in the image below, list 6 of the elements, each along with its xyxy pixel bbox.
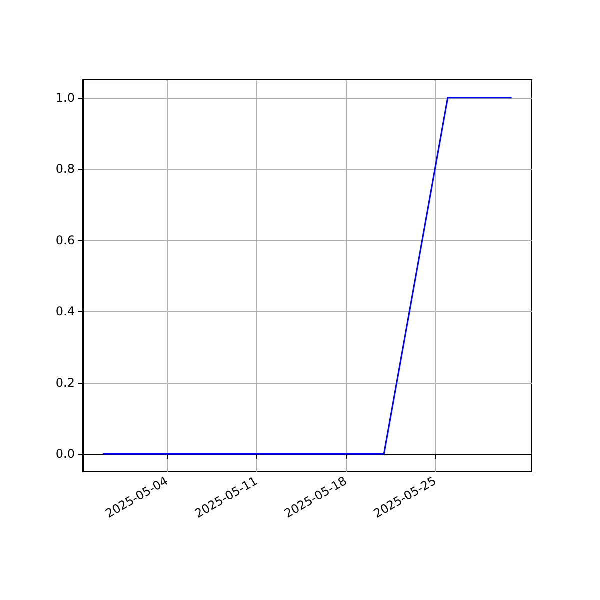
y-tick-label: 0.2 — [56, 376, 75, 390]
y-tick-label: 0.0 — [56, 447, 75, 462]
y-tick-label: 0.8 — [56, 162, 75, 176]
y-tick-label: 0.6 — [56, 233, 75, 248]
y-tick-label: 1.0 — [56, 90, 75, 105]
y-tick-label: 0.4 — [56, 304, 75, 319]
